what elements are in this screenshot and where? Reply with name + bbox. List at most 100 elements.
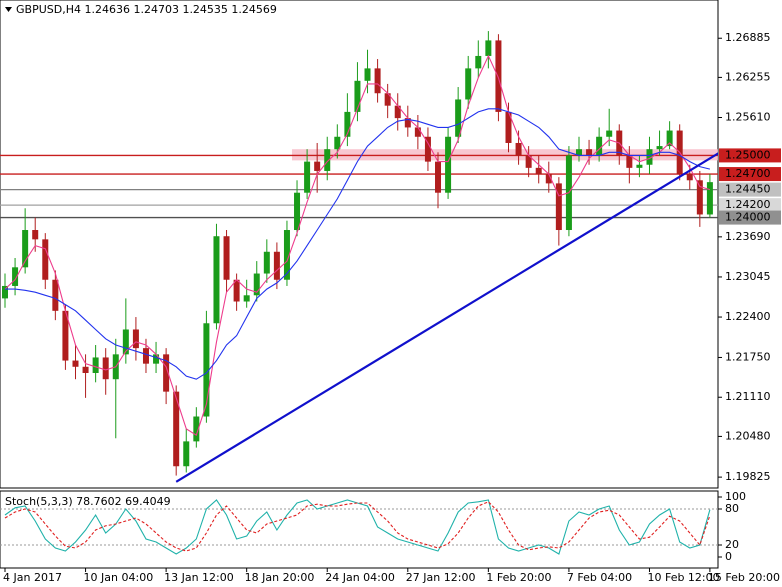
level-label-box xyxy=(719,198,781,213)
y-tick-label: 1.19825 xyxy=(725,470,771,483)
candle-body xyxy=(435,161,442,193)
stoch-tick-label: 0 xyxy=(725,550,732,563)
candle-body xyxy=(606,130,613,137)
candle-body xyxy=(42,239,49,280)
candle-body xyxy=(505,111,512,143)
candle-body xyxy=(364,68,371,81)
stoch-tick-label: 100 xyxy=(725,490,746,503)
candle-body xyxy=(2,285,8,299)
y-tick-label: 1.23045 xyxy=(725,270,771,283)
candle-body xyxy=(344,111,351,137)
candle-body xyxy=(273,251,280,280)
candle-body xyxy=(455,99,462,137)
candle-body xyxy=(696,180,703,215)
level-label: 1.25000 xyxy=(725,148,771,161)
candle-body xyxy=(525,155,532,168)
y-tick-label: 1.21110 xyxy=(725,390,771,403)
x-tick-label: 24 Jan 04:00 xyxy=(325,571,395,584)
y-tick-label: 1.23690 xyxy=(725,230,771,243)
candle-body xyxy=(142,348,149,364)
level-label: 1.24000 xyxy=(725,211,771,224)
candle-body xyxy=(354,80,361,112)
x-tick-label: 18 Jan 20:00 xyxy=(245,571,315,584)
candle-body xyxy=(324,149,331,171)
stoch-line xyxy=(4,501,711,552)
candle-body xyxy=(445,136,452,193)
candle-body xyxy=(213,236,220,324)
candle-body xyxy=(334,136,341,150)
y-tick-label: 1.22400 xyxy=(725,310,771,323)
candle-body xyxy=(102,357,109,380)
x-tick-label: 13 Jan 12:00 xyxy=(164,571,234,584)
candle-body xyxy=(686,174,693,181)
candle-body xyxy=(465,68,472,100)
candle-body xyxy=(82,366,89,373)
level-label-box xyxy=(719,182,781,197)
stoch-title: Stoch(5,3,3) 78.7602 69.4049 xyxy=(5,495,171,508)
candle-body xyxy=(555,183,562,231)
candle-body xyxy=(163,354,170,392)
level-label-box xyxy=(719,210,781,225)
moving-average xyxy=(5,108,711,380)
candle-body xyxy=(656,146,663,150)
candle-body xyxy=(414,127,421,137)
candle-body xyxy=(52,279,59,311)
y-tick-label: 1.26885 xyxy=(725,31,771,44)
candle-body xyxy=(706,182,713,215)
level-label: 1.24700 xyxy=(725,167,771,180)
x-tick-label: 1 Feb 20:00 xyxy=(486,571,551,584)
candle-body xyxy=(515,142,522,156)
level-label: 1.24200 xyxy=(725,198,771,211)
x-tick-label: 10 Feb 12:00 xyxy=(647,571,719,584)
candle-body xyxy=(575,149,582,156)
candle-body xyxy=(283,230,290,280)
candle-body xyxy=(173,391,180,467)
candle-body xyxy=(646,149,653,165)
candle-body xyxy=(424,136,431,162)
candle-body xyxy=(233,279,240,302)
level-label: 1.24450 xyxy=(725,183,771,196)
x-tick-label: 15 Feb 20:00 xyxy=(708,571,780,584)
candle-body xyxy=(586,149,593,156)
candle-body xyxy=(314,161,321,171)
candle-body xyxy=(495,40,502,112)
candle-body xyxy=(304,161,311,193)
x-tick-label: 27 Jan 12:00 xyxy=(406,571,476,584)
candle-body xyxy=(22,230,29,268)
candle-body xyxy=(183,441,190,467)
candle-body xyxy=(223,236,230,280)
candle-body xyxy=(374,68,381,94)
candle-body xyxy=(253,273,260,296)
candle-body xyxy=(535,167,542,175)
candle-body xyxy=(203,323,210,417)
candle-body xyxy=(636,164,643,168)
candle-body xyxy=(62,310,69,361)
candle-body xyxy=(596,136,603,156)
main-panel xyxy=(0,0,719,489)
level-label-box xyxy=(719,148,781,163)
trendline xyxy=(175,152,718,483)
stoch-tick-label: 20 xyxy=(725,538,739,551)
candle-body xyxy=(485,40,492,56)
x-tick-label: 4 Jan 2017 xyxy=(3,571,62,584)
candle-body xyxy=(294,192,301,231)
candle-body xyxy=(92,357,99,373)
chart-title: GBPUSD,H4 1.24636 1.24703 1.24535 1.2456… xyxy=(16,3,277,16)
candle-body xyxy=(666,130,673,147)
y-tick-label: 1.20480 xyxy=(725,429,771,442)
y-tick-label: 1.26255 xyxy=(725,70,771,83)
candle-body xyxy=(122,329,129,355)
stoch-tick-label: 80 xyxy=(725,502,739,515)
candle-body xyxy=(72,360,79,367)
candle-body xyxy=(193,416,200,442)
candle-body xyxy=(384,93,391,106)
y-tick-label: 1.25610 xyxy=(725,110,771,123)
candle-body xyxy=(263,251,270,274)
symbol-icon xyxy=(5,7,12,12)
candle-body xyxy=(32,230,39,240)
candle-body xyxy=(545,174,552,184)
candle-body xyxy=(132,329,139,349)
stoch-line xyxy=(4,499,711,555)
candle-body xyxy=(12,267,19,286)
candle-body xyxy=(243,295,250,302)
